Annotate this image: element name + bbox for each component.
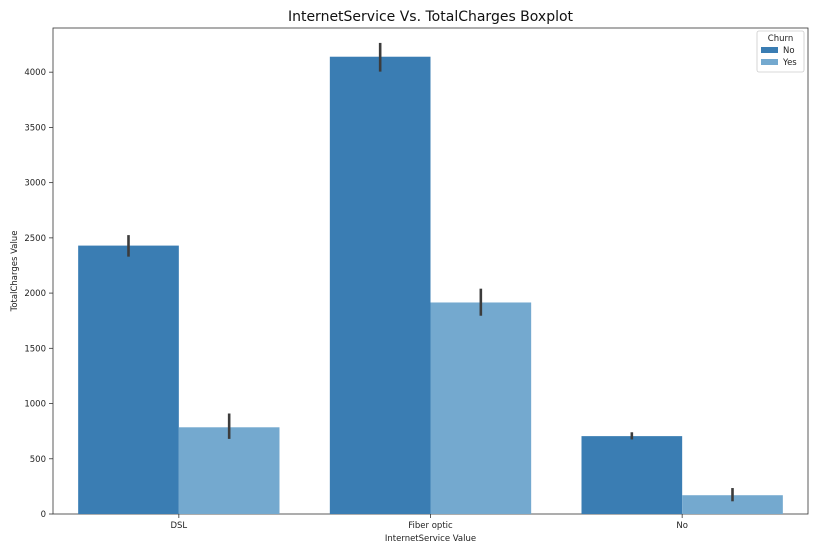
legend-label-no: No [783, 46, 795, 56]
x-tick-label: DSL [170, 521, 187, 531]
bars-layer [78, 56, 783, 515]
y-tick-label: 1000 [24, 400, 46, 410]
y-axis: 0 500 1000 1500 2000 2500 3000 3500 4000 [24, 68, 53, 520]
bar-no-1 [329, 56, 431, 515]
y-tick-label: 2000 [24, 289, 46, 299]
x-axis: DSL Fiber optic No [170, 514, 688, 531]
x-tick-label: No [676, 521, 688, 531]
bar-yes-1 [430, 302, 532, 514]
y-tick-label: 2500 [24, 234, 46, 244]
y-tick-label: 500 [30, 455, 46, 465]
legend-swatch-no [761, 47, 778, 53]
legend: Churn No Yes [756, 30, 805, 73]
bar-no-2 [581, 436, 683, 514]
legend-swatch-yes [761, 59, 778, 65]
y-tick-label: 3500 [24, 123, 46, 133]
error-bars-layer [127, 42, 734, 502]
chart-title: InternetService Vs. TotalCharges Boxplot [288, 9, 574, 25]
y-axis-label: TotalCharges Value [10, 231, 20, 313]
y-tick-label: 0 [41, 510, 46, 520]
y-tick-label: 4000 [24, 68, 46, 78]
bar-yes-2 [682, 495, 783, 514]
y-tick-label: 3000 [24, 179, 46, 189]
bar-no-0 [78, 245, 179, 514]
bar-yes-0 [178, 427, 280, 514]
x-tick-label: Fiber optic [408, 521, 453, 531]
legend-label-yes: Yes [782, 58, 797, 68]
legend-title: Churn [768, 34, 793, 44]
x-axis-label: InternetService Value [385, 534, 476, 544]
y-tick-label: 1500 [24, 344, 46, 354]
